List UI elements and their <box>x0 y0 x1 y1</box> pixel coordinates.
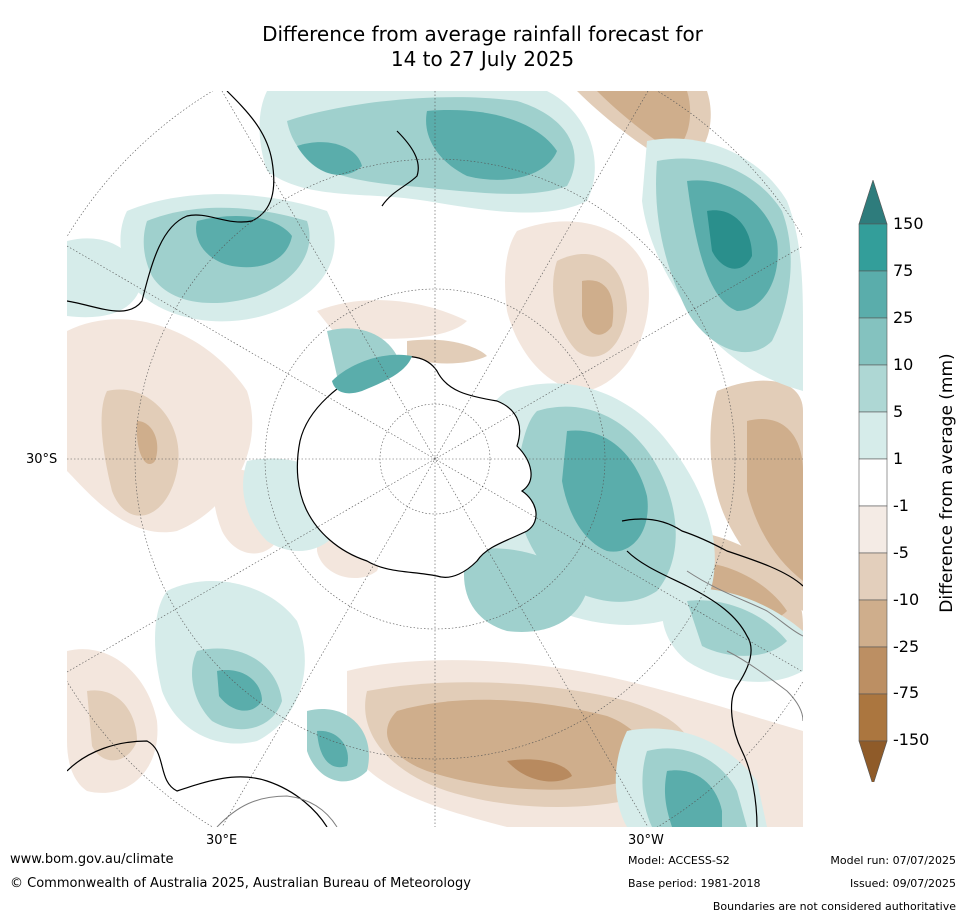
colorbar-cell <box>858 180 888 225</box>
colorbar-tick: 150 <box>893 214 924 233</box>
graticule <box>67 91 803 827</box>
latitude-label-30s: 30°S <box>26 452 58 467</box>
website-link[interactable]: www.bom.gov.au/climate <box>10 852 174 867</box>
copyright-text: © Commonwealth of Australia 2025, Austra… <box>10 876 471 891</box>
coastlines <box>67 91 803 827</box>
colorbar-cell <box>858 458 888 507</box>
model-name: Model: ACCESS-S2 <box>628 854 730 867</box>
issued-date: Issued: 09/07/2025 <box>849 877 956 890</box>
colorbar-tick: -25 <box>893 637 920 656</box>
colorbar-cell <box>858 599 888 648</box>
colorbar-cell <box>858 505 888 554</box>
colorbar-tick: 25 <box>893 308 914 327</box>
colorbar-cell <box>858 364 888 413</box>
title-line-2: 14 to 27 July 2025 <box>390 47 575 71</box>
antarctica <box>296 354 537 578</box>
country-boundaries <box>216 570 803 827</box>
colorbar-tick: -150 <box>893 730 930 749</box>
colorbar-tick: -5 <box>893 543 909 562</box>
title-line-1: Difference from average rainfall forecas… <box>262 22 703 46</box>
colorbar-tick: 5 <box>893 402 904 421</box>
wet-regions <box>67 91 803 827</box>
colorbar-tick: -10 <box>893 590 920 609</box>
longitude-label-30w: 30°W <box>628 833 664 848</box>
colorbar-tick: -75 <box>893 683 920 702</box>
colorbar-cells <box>858 180 888 782</box>
colorbar-cell <box>858 317 888 366</box>
colorbar-cell <box>858 411 888 460</box>
colorbar-cell <box>858 693 888 742</box>
colorbar-tick: -1 <box>893 496 909 515</box>
map-title: Difference from average rainfall forecas… <box>0 22 965 72</box>
boundaries-disclaimer: Boundaries are not considered authoritat… <box>712 900 956 913</box>
longitude-label-30e: 30°E <box>206 833 238 848</box>
colorbar-cell <box>858 552 888 601</box>
colorbar <box>858 180 888 782</box>
map-canvas <box>67 91 803 827</box>
dry-regions <box>67 91 803 827</box>
model-run-date: Model run: 07/07/2025 <box>830 854 956 867</box>
colorbar-cell <box>858 270 888 319</box>
colorbar-cell <box>858 223 888 272</box>
colorbar-tick: 1 <box>893 449 904 468</box>
colorbar-tick: 10 <box>893 355 914 374</box>
rainfall-anomaly-map <box>67 91 803 827</box>
colorbar-cell <box>858 646 888 695</box>
colorbar-tick: 75 <box>893 261 914 280</box>
base-period: Base period: 1981-2018 <box>628 877 761 890</box>
colorbar-title: Difference from average (mm) <box>937 353 957 613</box>
colorbar-cell <box>858 740 888 782</box>
